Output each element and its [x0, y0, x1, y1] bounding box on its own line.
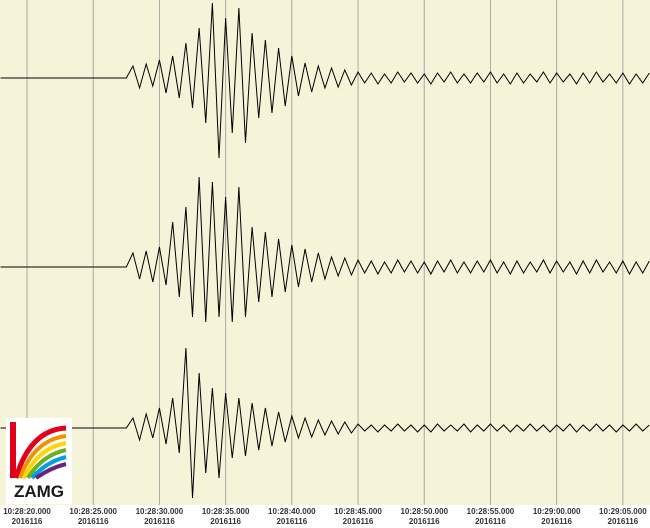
x-tick-date: 2016116 — [343, 517, 374, 526]
x-tick-label: 10:28:20.000 — [3, 507, 51, 516]
logo-arc — [18, 434, 67, 479]
traces — [0, 2, 650, 499]
x-tick-label: 10:29:00.000 — [533, 507, 581, 516]
x-tick-date: 2016116 — [475, 517, 506, 526]
logo-arc — [34, 462, 67, 480]
logo-arc — [22, 441, 67, 479]
x-tick-label: 10:28:50.000 — [400, 507, 448, 516]
trace — [0, 176, 650, 323]
x-tick-label: 10:28:30.000 — [136, 507, 184, 516]
logo-arc — [26, 448, 67, 480]
logo-bar — [10, 422, 16, 478]
plot-background — [0, 0, 650, 505]
logo-text: ZAMG — [14, 482, 64, 501]
x-tick-date: 2016116 — [210, 517, 241, 526]
x-tick-date: 2016116 — [144, 517, 175, 526]
x-tick-date: 2016116 — [541, 517, 572, 526]
logo: ZAMG — [6, 418, 72, 504]
x-tick-label: 10:28:45.000 — [334, 507, 382, 516]
x-tick-label: 10:28:55.000 — [467, 507, 515, 516]
grid — [26, 0, 624, 505]
x-tick-date: 2016116 — [12, 517, 43, 526]
x-tick-date: 2016116 — [78, 517, 109, 526]
trace — [0, 2, 650, 159]
x-tick-label: 10:28:40.000 — [268, 507, 316, 516]
logo-arc — [13, 425, 67, 479]
x-tick-label: 10:28:25.000 — [69, 507, 117, 516]
logo-background — [6, 418, 72, 504]
x-tick-label: 10:28:35.000 — [202, 507, 250, 516]
ticks: 10:28:20.000201611610:28:25.000201611610… — [3, 507, 647, 526]
x-tick-date: 2016116 — [409, 517, 440, 526]
x-tick-date: 2016116 — [608, 517, 639, 526]
trace — [0, 347, 650, 499]
x-tick-label: 10:29:05.000 — [599, 507, 647, 516]
x-tick-date: 2016116 — [276, 517, 307, 526]
logo-arc — [30, 455, 67, 480]
